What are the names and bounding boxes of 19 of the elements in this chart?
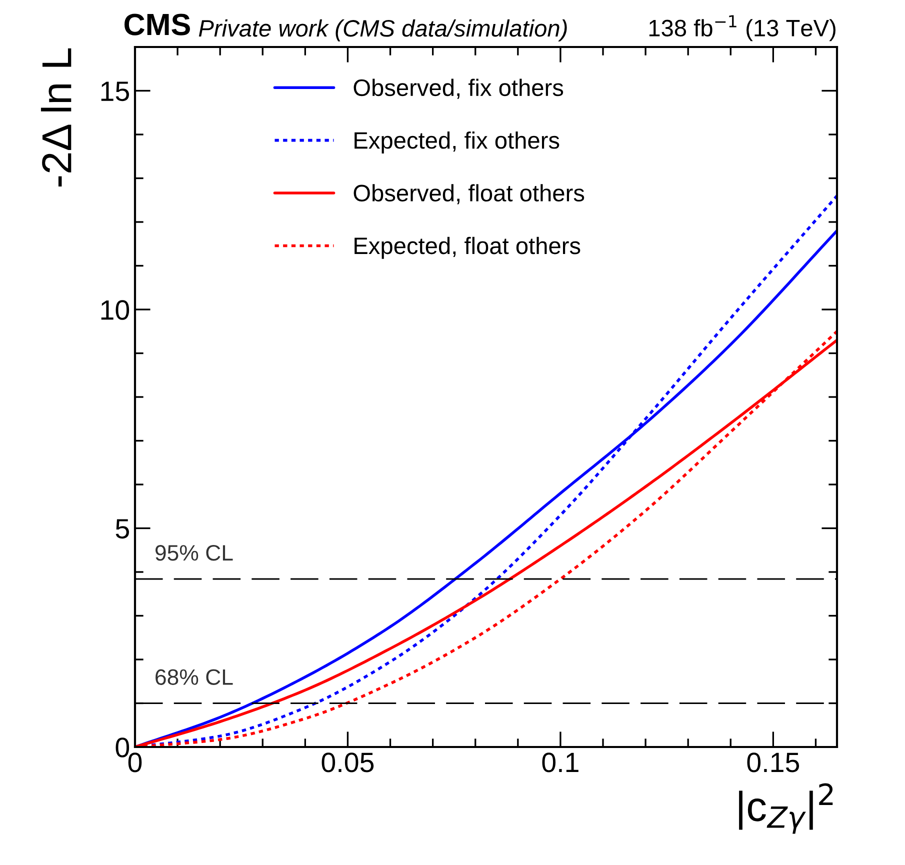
x-axis-title: |c$_{Zγ}$|$^{2}$ — [739, 783, 833, 834]
legend-label: Observed, float others — [354, 184, 584, 204]
legend-label: Observed, fix others — [354, 78, 564, 99]
y-tick-label: 15 — [101, 82, 129, 102]
ref-line-label: 68% CL — [156, 669, 233, 685]
y-tick-label: 5 — [116, 519, 129, 539]
ref-line-label: 95% CL — [155, 544, 233, 561]
x-tick-label: 0.15 — [747, 752, 800, 772]
legend-label: Expected, fix others — [354, 131, 560, 154]
text: 138 fb$^{−1}$ (13 TeV) — [649, 15, 836, 42]
x-tick-label: 0 — [128, 752, 142, 772]
y-tick-label: 0 — [116, 738, 130, 758]
x-tick-label: 0.05 — [322, 752, 374, 772]
x-tick-label: 0.1 — [542, 752, 578, 772]
y-axis-title: -2Δ ln L — [40, 48, 72, 186]
chart-title: CMS — [124, 14, 190, 36]
y-tick-label: 10 — [101, 300, 130, 320]
legend-label: Expected, float others — [354, 236, 580, 259]
chart-subtitle: Private work (CMS data/simulation) — [198, 19, 567, 42]
